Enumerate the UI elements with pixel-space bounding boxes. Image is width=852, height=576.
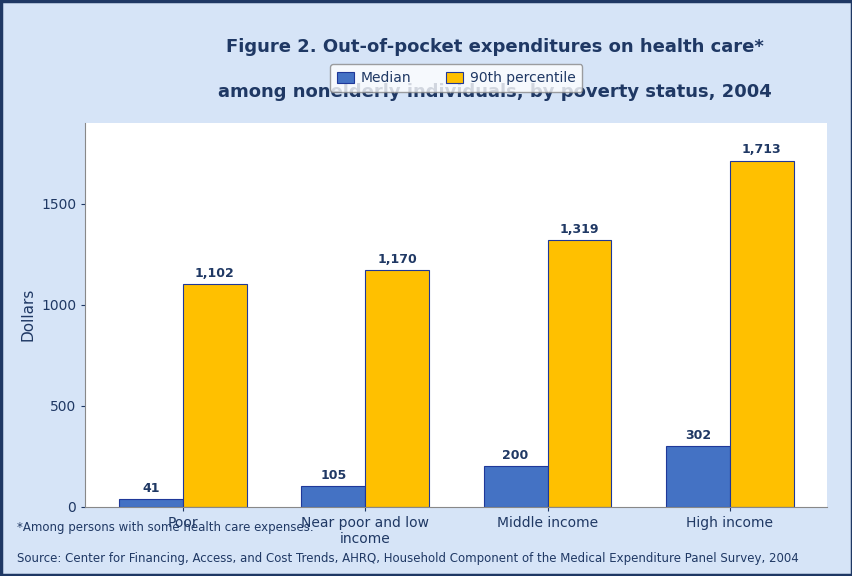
Text: 105: 105: [320, 469, 346, 482]
Text: 41: 41: [142, 482, 159, 495]
Bar: [365, 270, 429, 507]
Text: 1,319: 1,319: [559, 223, 598, 236]
Bar: [547, 240, 611, 507]
Bar: [119, 499, 182, 507]
Y-axis label: Dollars: Dollars: [20, 288, 36, 342]
Text: Source: Center for Financing, Access, and Cost Trends, AHRQ, Household Component: Source: Center for Financing, Access, an…: [17, 552, 797, 565]
Text: 302: 302: [684, 429, 711, 442]
Text: Figure 2. Out-of-pocket expenditures on health care*: Figure 2. Out-of-pocket expenditures on …: [226, 38, 763, 56]
Bar: [665, 446, 729, 507]
Legend: Median, 90th percentile: Median, 90th percentile: [330, 65, 582, 92]
Text: 1,102: 1,102: [194, 267, 234, 280]
Text: *Among persons with some health care expenses.: *Among persons with some health care exp…: [17, 521, 314, 534]
Text: among nonelderly individuals, by poverty status, 2004: among nonelderly individuals, by poverty…: [217, 83, 771, 101]
Bar: [729, 161, 792, 507]
Text: 1,170: 1,170: [377, 253, 417, 266]
Bar: [182, 284, 246, 507]
Text: 200: 200: [502, 449, 528, 463]
Bar: [301, 486, 365, 507]
Bar: [483, 467, 547, 507]
Text: 1,713: 1,713: [741, 143, 780, 157]
